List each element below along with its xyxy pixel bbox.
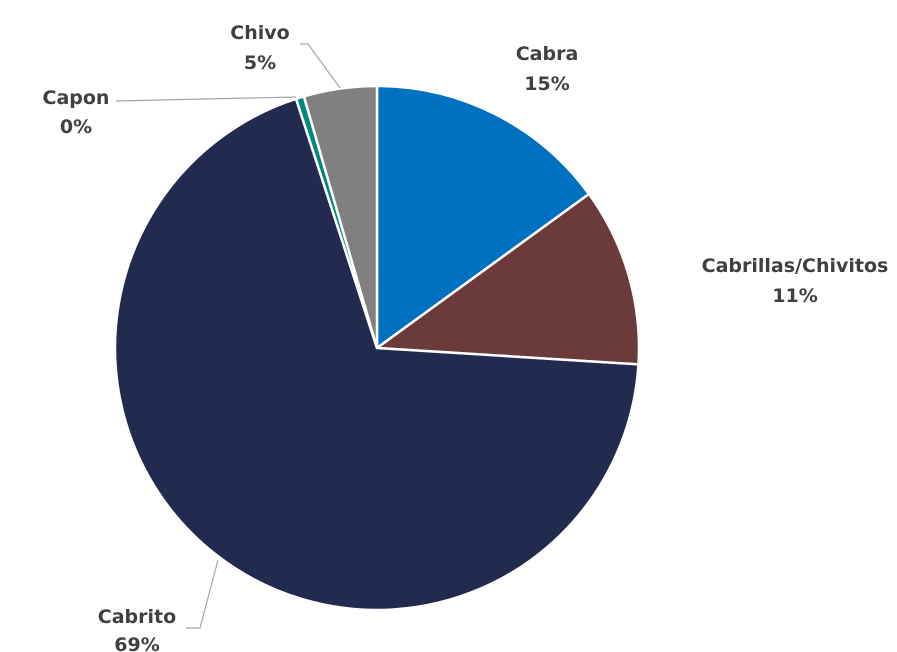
- pie-slices: [113, 84, 641, 612]
- pie-slice-chivo: [302, 84, 379, 350]
- pie-slice-cabrillas-chivitos: [375, 192, 641, 366]
- label-cabrillas-percent: 11%: [772, 285, 817, 307]
- data-labels: Cabra 15% Cabrillas/Chivitos 11% Cabrito…: [43, 22, 889, 652]
- label-capon-percent: 0%: [60, 116, 92, 138]
- label-cabrito-percent: 69%: [114, 634, 159, 652]
- label-cabra-name: Cabra: [516, 43, 579, 65]
- pie-slice-cabrito: [113, 97, 640, 612]
- leader-line-cabrito: [186, 559, 219, 629]
- label-capon-name: Capon: [43, 87, 110, 109]
- label-cabra-percent: 15%: [524, 73, 569, 95]
- label-cabrillas-name: Cabrillas/Chivitos: [702, 255, 889, 277]
- leader-line-chivo: [300, 43, 341, 89]
- leader-line-capon: [115, 96, 297, 102]
- label-chivo-name: Chivo: [230, 22, 289, 44]
- label-chivo-percent: 5%: [244, 52, 276, 74]
- pie-slice-cabra: [375, 84, 591, 350]
- label-cabrito-name: Cabrito: [98, 606, 176, 628]
- leader-lines: [115, 43, 341, 629]
